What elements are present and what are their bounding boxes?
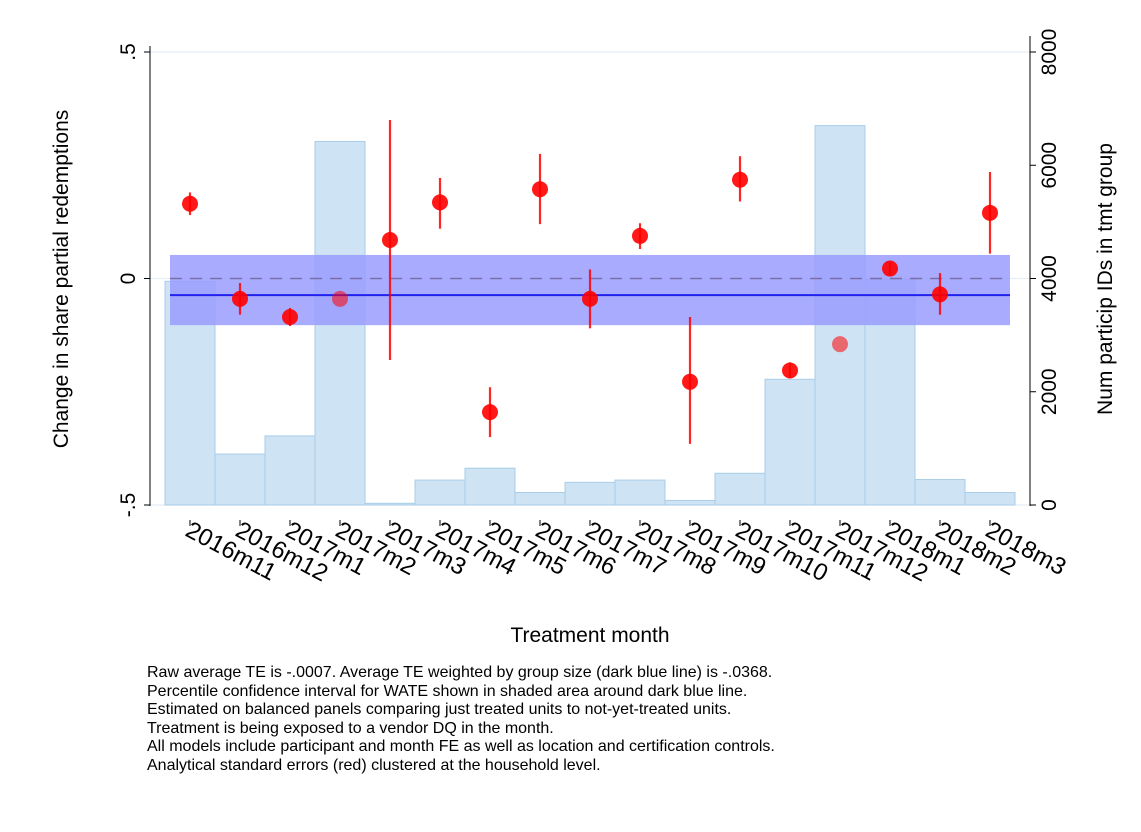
footnote-line: Analytical standard errors (red) cluster…: [147, 756, 601, 774]
data-point: [732, 171, 748, 188]
points: [182, 119, 998, 444]
bar: [914, 479, 966, 506]
data-point: [382, 231, 398, 248]
bar: [614, 479, 666, 506]
footnote-line: All models include participant and month…: [147, 738, 775, 755]
footnote-line: Percentile confidence interval for WATE …: [147, 682, 748, 700]
bar: [264, 435, 316, 506]
bar: [764, 378, 816, 506]
y-tick-label: .5: [117, 43, 140, 61]
data-point: [332, 290, 348, 307]
x-axis-title: Treatment month: [510, 624, 669, 647]
bar: [714, 472, 766, 506]
y2-tick-label: 6000: [1038, 142, 1061, 189]
data-point: [982, 204, 998, 221]
y-tick-label: -.5: [117, 493, 140, 518]
data-point: [632, 227, 648, 244]
data-point: [532, 181, 548, 198]
y2-tick-label: 8000: [1038, 29, 1061, 76]
y2-axis-title: Num particip IDs in tmt group: [1094, 143, 1117, 415]
footnote-line: Estimated on balanced panels comparing j…: [147, 701, 732, 718]
footnote-line: Raw average TE is -.0007. Average TE wei…: [147, 664, 773, 681]
bar: [664, 499, 716, 506]
footnotes: Raw average TE is -.0007. Average TE wei…: [147, 664, 1127, 775]
data-point: [482, 404, 498, 421]
bar: [564, 481, 616, 506]
data-point: [682, 373, 698, 390]
data-point: [882, 260, 898, 277]
data-point: [782, 362, 798, 379]
y2-tick-label: 0: [1038, 499, 1061, 511]
bar: [514, 492, 566, 506]
data-point: [582, 290, 598, 307]
bar: [414, 479, 466, 506]
y2-tick-label: 2000: [1038, 368, 1061, 415]
data-point: [932, 286, 948, 303]
y-axis-title: Change in share partial redemptions: [50, 110, 73, 449]
bar: [964, 492, 1016, 506]
data-point: [182, 195, 198, 212]
data-point: [232, 290, 248, 307]
bar: [364, 502, 416, 506]
y2-tick-label: 4000: [1038, 255, 1061, 302]
footnote-line: Treatment is being exposed to a vendor D…: [147, 719, 554, 737]
bar: [214, 453, 266, 506]
chart: -.50.5020004000600080002016m112016m12201…: [50, 29, 1117, 647]
data-point: [832, 336, 848, 353]
data-point: [282, 309, 298, 326]
y-tick-label: 0: [117, 273, 140, 285]
bar: [464, 467, 516, 506]
data-point: [432, 194, 448, 211]
